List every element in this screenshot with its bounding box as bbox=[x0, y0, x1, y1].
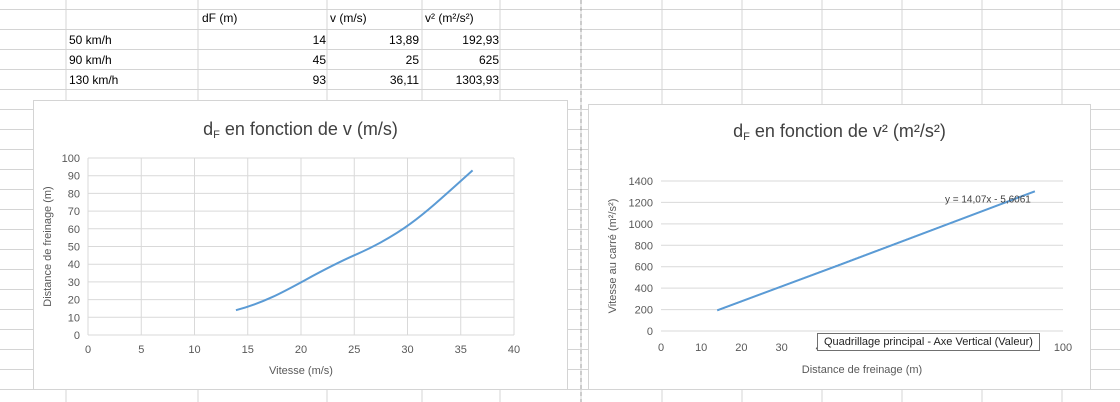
x-tick-label: 30 bbox=[775, 342, 787, 354]
row-label[interactable]: 130 km/h bbox=[69, 73, 119, 87]
y-tick-label: 60 bbox=[68, 224, 80, 236]
plot-area: 0 10 20 30 40 50 60 70 80 90 100 0 5 10 15 20 25 30 35 40 Vi… bbox=[42, 153, 520, 377]
x-tick-label: 0 bbox=[658, 342, 664, 354]
y-axis-title: Distance de freinage (m) bbox=[42, 186, 54, 306]
row-v-value[interactable]: 36,11 bbox=[389, 73, 419, 87]
x-tick-label: 40 bbox=[508, 344, 520, 356]
chart-title: dF en fonction de v² (m²/s²) bbox=[733, 121, 946, 143]
chart-title: dF en fonction de v (m/s) bbox=[203, 119, 398, 141]
y-tick-label: 90 bbox=[68, 171, 80, 183]
chart-df-vs-v[interactable]: dF en fonction de v (m/s) 0 10 20 30 40 50 60 7… bbox=[33, 100, 568, 390]
header-v[interactable]: v (m/s) bbox=[330, 11, 367, 25]
y-axis-title: Vitesse au carré (m²/s²) bbox=[607, 199, 619, 314]
y-tick-label: 400 bbox=[635, 283, 653, 295]
row-label[interactable]: 90 km/h bbox=[69, 53, 112, 67]
y-tick-label: 1000 bbox=[629, 219, 653, 231]
x-tick-label: 10 bbox=[695, 342, 707, 354]
row-df-value[interactable]: 93 bbox=[312, 73, 326, 87]
x-tick-label: 100 bbox=[1054, 342, 1072, 354]
gridline-tooltip: Quadrillage principal - Axe Vertical (Va… bbox=[817, 333, 1040, 351]
y-tick-label: 70 bbox=[68, 206, 80, 218]
y-tick-label: 200 bbox=[635, 305, 653, 317]
y-tick-label: 30 bbox=[68, 277, 80, 289]
row-v-value[interactable]: 25 bbox=[405, 53, 419, 67]
y-tick-label: 0 bbox=[647, 326, 653, 338]
row-v2-value[interactable]: 625 bbox=[478, 53, 499, 67]
row-v2-value[interactable]: 192,93 bbox=[462, 33, 499, 47]
y-tick-label: 600 bbox=[635, 262, 653, 274]
x-tick-label: 20 bbox=[295, 344, 307, 356]
y-tick-label: 80 bbox=[68, 188, 80, 200]
x-axis-title: Distance de freinage (m) bbox=[802, 364, 922, 376]
x-tick-label: 25 bbox=[348, 344, 360, 356]
y-tick-label: 0 bbox=[74, 330, 80, 342]
y-tick-label: 10 bbox=[68, 312, 80, 324]
y-tick-label: 40 bbox=[68, 259, 80, 271]
header-v2[interactable]: v² (m²/s²) bbox=[425, 11, 474, 25]
y-tick-label: 50 bbox=[68, 242, 80, 254]
y-tick-label: 1400 bbox=[629, 176, 653, 188]
x-tick-label: 30 bbox=[401, 344, 413, 356]
series-line bbox=[235, 169, 474, 312]
y-tick-label: 800 bbox=[635, 240, 653, 252]
x-tick-label: 20 bbox=[735, 342, 747, 354]
x-tick-label: 35 bbox=[455, 344, 467, 356]
x-tick-label: 5 bbox=[138, 344, 144, 356]
y-tick-label: 1200 bbox=[629, 197, 653, 209]
header-df[interactable]: dF (m) bbox=[202, 11, 238, 25]
row-df-value[interactable]: 45 bbox=[312, 53, 326, 67]
row-v2-value[interactable]: 1303,93 bbox=[455, 73, 499, 87]
x-tick-label: 0 bbox=[85, 344, 91, 356]
row-label[interactable]: 50 km/h bbox=[69, 33, 112, 47]
row-df-value[interactable]: 14 bbox=[312, 33, 326, 47]
row-v-value[interactable]: 13,89 bbox=[388, 33, 419, 47]
x-axis-title: Vitesse (m/s) bbox=[269, 365, 333, 377]
trendline bbox=[717, 190, 1036, 312]
x-tick-label: 15 bbox=[242, 344, 254, 356]
x-tick-label: 10 bbox=[188, 344, 200, 356]
y-tick-label: 100 bbox=[62, 153, 80, 165]
chart-df-vs-v2[interactable]: dF en fonction de v² (m²/s²) 0 200 400 600 8… bbox=[588, 104, 1091, 390]
y-tick-label: 20 bbox=[68, 295, 80, 307]
trendline-equation: y = 14,07x - 5,6061 bbox=[945, 194, 1031, 205]
